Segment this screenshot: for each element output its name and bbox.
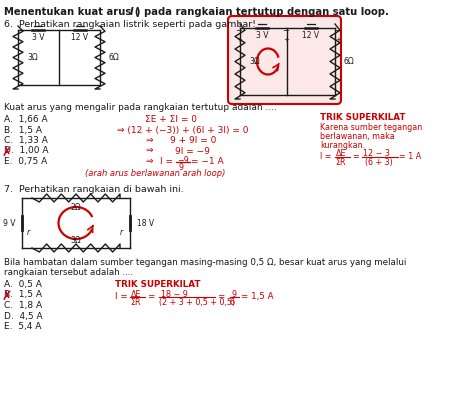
Text: 3Ω: 3Ω: [27, 53, 38, 62]
Text: ⇒: ⇒: [145, 157, 153, 166]
Text: (6 + 3): (6 + 3): [365, 158, 393, 167]
Text: A.  0,5 A: A. 0,5 A: [4, 280, 42, 289]
Text: ✗: ✗: [2, 290, 12, 303]
Text: 9: 9: [179, 163, 184, 172]
Text: 12 V: 12 V: [302, 31, 319, 40]
Text: Bila hambatan dalam sumber tegangan masing-masing 0,5 Ω, besar kuat arus yang me: Bila hambatan dalam sumber tegangan masi…: [4, 258, 406, 267]
Text: 6Ω: 6Ω: [344, 57, 355, 66]
Text: ΣR: ΣR: [130, 298, 140, 307]
Text: 7.  Perhatikan rangkaian di bawah ini.: 7. Perhatikan rangkaian di bawah ini.: [4, 185, 183, 194]
Text: I =: I =: [160, 157, 173, 166]
Text: 3Ω: 3Ω: [71, 236, 82, 245]
Text: ΣR: ΣR: [335, 158, 346, 167]
Text: ⇒ (12 + (−3)) + (6I + 3I) = 0: ⇒ (12 + (−3)) + (6I + 3I) = 0: [117, 126, 248, 135]
Text: I =: I =: [320, 152, 331, 161]
Text: B.  1,5 A: B. 1,5 A: [4, 126, 42, 135]
Text: −: −: [236, 26, 243, 35]
Text: I: I: [130, 7, 134, 17]
Text: ✗: ✗: [2, 145, 12, 158]
Text: ΔE: ΔE: [131, 290, 142, 299]
Text: ⇒: ⇒: [145, 147, 153, 156]
Text: 3 V: 3 V: [32, 33, 44, 42]
Text: 3Ω: 3Ω: [249, 57, 260, 66]
Text: Kuat arus yang mengalir pada rangkaian tertutup adalah ....: Kuat arus yang mengalir pada rangkaian t…: [4, 103, 277, 112]
Text: 3 V: 3 V: [256, 31, 268, 40]
Text: TRIK SUPERKILAT: TRIK SUPERKILAT: [320, 113, 405, 122]
Text: ⇒: ⇒: [145, 136, 153, 145]
Text: 9 + 9I = 0: 9 + 9I = 0: [170, 136, 216, 145]
Text: 12 V: 12 V: [72, 33, 89, 42]
Text: B.  1,5 A: B. 1,5 A: [4, 290, 42, 299]
Text: berlawanan, maka: berlawanan, maka: [320, 132, 395, 141]
Text: −9: −9: [177, 156, 189, 165]
Text: 6.  Perhatikan rangkaian listrik seperti pada gambar!: 6. Perhatikan rangkaian listrik seperti …: [4, 20, 256, 29]
Text: 2Ω: 2Ω: [71, 203, 82, 212]
Text: −: −: [335, 26, 341, 35]
Text: Karena sumber tegangan: Karena sumber tegangan: [320, 123, 422, 132]
Text: rangkaian tersebut adalah ....: rangkaian tersebut adalah ....: [4, 268, 133, 277]
Text: 6: 6: [230, 298, 235, 307]
Text: r: r: [120, 228, 123, 237]
Text: A.  1,66 A: A. 1,66 A: [4, 115, 47, 124]
Text: C.  1,8 A: C. 1,8 A: [4, 301, 42, 310]
Text: 6Ω: 6Ω: [109, 53, 120, 62]
Text: 9I = −9: 9I = −9: [175, 147, 210, 156]
Text: TRIK SUPERKILAT: TRIK SUPERKILAT: [115, 280, 201, 289]
Text: (2 + 3 + 0,5 + 0,5): (2 + 3 + 0,5 + 0,5): [159, 298, 235, 307]
Text: 12 − 3: 12 − 3: [363, 149, 390, 158]
Text: −: −: [283, 26, 290, 35]
Text: I =: I =: [115, 292, 128, 301]
Text: kurangkan.: kurangkan.: [320, 141, 365, 150]
Text: E.  0,75 A: E. 0,75 A: [4, 157, 47, 166]
Text: =: =: [352, 152, 359, 161]
Text: 9 V: 9 V: [3, 218, 15, 228]
Text: 18 − 9: 18 − 9: [161, 290, 188, 299]
Text: Menentukan kuat arus (: Menentukan kuat arus (: [4, 7, 139, 17]
Text: +: +: [283, 37, 289, 43]
Text: ΔE: ΔE: [336, 149, 346, 158]
Text: ) pada rangkaian tertutup dengan satu loop.: ) pada rangkaian tertutup dengan satu lo…: [136, 7, 389, 17]
Text: +: +: [236, 37, 242, 43]
Text: +: +: [335, 37, 341, 43]
Text: E.  5,4 A: E. 5,4 A: [4, 322, 41, 331]
Text: D.  4,5 A: D. 4,5 A: [4, 312, 43, 320]
Text: = 1,5 A: = 1,5 A: [241, 292, 273, 301]
FancyBboxPatch shape: [228, 16, 341, 104]
Text: C.  1,33 A: C. 1,33 A: [4, 136, 48, 145]
Text: 9: 9: [232, 290, 237, 299]
Text: = −1 A: = −1 A: [191, 157, 224, 166]
Text: 18 V: 18 V: [137, 218, 155, 228]
Text: =: =: [217, 292, 224, 301]
Text: ΣE + ΣI = 0: ΣE + ΣI = 0: [145, 115, 197, 124]
Text: =: =: [147, 292, 155, 301]
Text: D.  1,00 A: D. 1,00 A: [4, 147, 48, 156]
Text: r: r: [27, 228, 30, 237]
Text: (arah arus berlawanan arah loop): (arah arus berlawanan arah loop): [85, 169, 225, 179]
Text: = 1 A: = 1 A: [399, 152, 421, 161]
